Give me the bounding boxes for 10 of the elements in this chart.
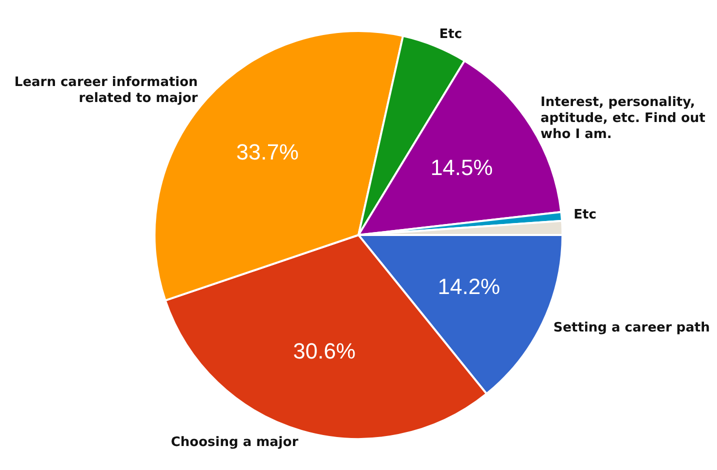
data-label: 33.7%	[236, 139, 299, 164]
slice-label: Choosing a major	[170, 434, 299, 450]
slice-label: Etc	[439, 27, 462, 42]
slice-label: Setting a career path	[553, 320, 710, 336]
data-label: 14.5%	[430, 155, 493, 180]
slice-label: Learn career information related to major	[14, 75, 198, 106]
slice-label: Etc	[574, 208, 596, 223]
slice-label: Interest, personality, aptitude, etc. Find out who I am.	[540, 95, 706, 142]
data-label: 14.2%	[438, 274, 500, 299]
data-label: 30.6%	[293, 338, 356, 364]
